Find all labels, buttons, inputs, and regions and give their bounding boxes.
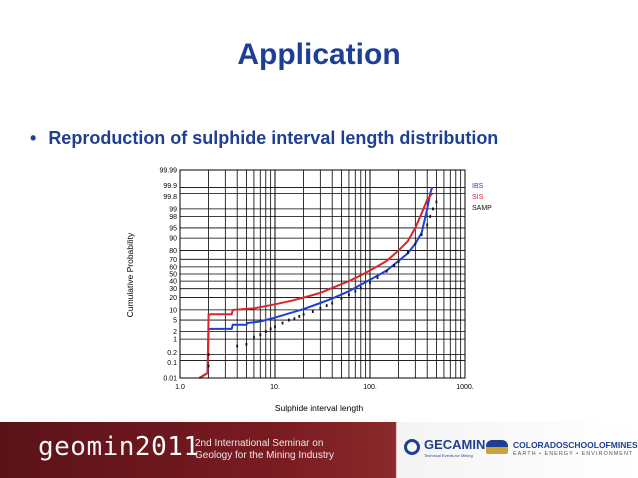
series-point-samp	[393, 264, 396, 267]
y-tick-label: 10	[169, 307, 177, 314]
gecamin-mark-icon	[404, 439, 420, 455]
x-tick-label: 1000.	[456, 384, 474, 391]
csm-logo: COLORADOSCHOOLOFMINES. EARTH • ENERGY • …	[486, 436, 638, 466]
y-tick-label: 50	[169, 272, 177, 279]
series-point-samp	[432, 207, 434, 211]
seminar-caption: 2nd International Seminar on Geology for…	[195, 438, 334, 462]
series-point-samp	[298, 315, 301, 318]
y-tick-label: 99.9	[163, 183, 177, 190]
y-tick-label: 0.01	[163, 376, 177, 383]
series-point-samp	[406, 250, 409, 254]
y-tick-label: 70	[169, 257, 177, 264]
geomin-logo: geomin2011	[38, 432, 200, 462]
x-tick-label: 10.	[270, 384, 280, 391]
series-point-samp	[319, 306, 322, 310]
gecamin-logo: GECAMIN Technical Events for Mining	[404, 433, 485, 467]
series-point-samp	[207, 353, 210, 356]
y-tick-label: 2	[173, 329, 177, 336]
plot-frame	[179, 169, 466, 379]
series-point-samp	[429, 215, 432, 218]
series-point-samp	[253, 335, 255, 339]
seminar-line-1: 2nd International Seminar on	[195, 438, 324, 449]
series-point-samp	[259, 333, 262, 337]
y-tick-label: 80	[169, 248, 177, 255]
series-line-sis	[198, 192, 433, 379]
csm-mark-icon	[486, 440, 508, 454]
chart-series	[198, 187, 438, 379]
bullet-text: Reproduction of sulphide interval length…	[48, 128, 499, 148]
series-point-samp	[420, 233, 423, 237]
bullet-item: • Reproduction of sulphide interval lengt…	[30, 128, 498, 149]
y-tick-label: 30	[169, 286, 177, 293]
series-point-samp	[354, 289, 357, 293]
series-point-samp	[287, 318, 290, 322]
series-line-ibs	[198, 187, 434, 379]
legend-box	[470, 178, 500, 216]
y-tick-label: 99	[169, 206, 177, 213]
series-point-samp	[281, 321, 284, 325]
series-point-samp	[435, 200, 438, 204]
series-point-samp	[359, 286, 362, 290]
gecamin-tagline: Technical Events for Mining	[424, 453, 473, 458]
y-tick-label: 90	[169, 236, 177, 243]
series-point-samp	[293, 317, 296, 321]
seminar-line-2: Geology for the Mining Industry	[195, 450, 334, 461]
footer-banner	[0, 422, 638, 478]
geomin-year-text: 2011	[134, 432, 200, 462]
series-point-samp	[385, 269, 388, 273]
probability-chart: 99.9999.999.8999895908070605040302010521…	[125, 167, 500, 413]
x-tick-label: 100.	[363, 384, 377, 391]
csm-name: COLORADOSCHOOLOFMINES.	[513, 440, 638, 450]
legend-label-sis: SIS	[472, 194, 484, 201]
series-point-samp	[369, 281, 371, 284]
y-tick-label: 1	[173, 337, 177, 344]
series-point-samp	[207, 364, 210, 368]
y-tick-label: 20	[169, 295, 177, 302]
series-point-samp	[340, 297, 343, 301]
legend: IBS SIS SAMP	[470, 178, 500, 216]
y-tick-label: 0.2	[167, 350, 177, 357]
geomin-brand-text: geomin	[38, 432, 135, 462]
series-point-samp	[236, 344, 239, 348]
series-point-samp	[331, 301, 334, 305]
y-axis-label: Cumulative Probability	[125, 232, 135, 317]
y-tick-label: 99.8	[163, 194, 177, 201]
gecamin-name: GECAMIN	[424, 437, 486, 452]
series-point-samp	[302, 312, 305, 316]
series-point-samp	[348, 293, 350, 297]
series-point-samp	[426, 223, 429, 227]
series-point-samp	[269, 327, 272, 331]
y-tick-label: 5	[173, 318, 177, 325]
chart-ticks: 99.9999.999.8999895908070605040302010521…	[159, 168, 473, 392]
series-point-samp	[245, 342, 248, 346]
y-tick-label: 40	[169, 279, 177, 286]
csm-tagline: EARTH • ENERGY • ENVIRONMENT	[513, 451, 634, 457]
chart-grid	[180, 170, 465, 378]
series-point-samp	[325, 304, 328, 307]
x-tick-label: 1.0	[175, 384, 185, 391]
series-point-samp	[376, 276, 379, 279]
y-tick-label: 95	[169, 225, 177, 232]
legend-label-samp: SAMP	[472, 205, 492, 212]
y-tick-label: 99.99	[159, 168, 177, 175]
y-tick-label: 98	[169, 214, 177, 221]
series-point-samp	[274, 325, 276, 329]
legend-label-ibs: IBS	[472, 183, 484, 190]
bullet-dot-icon: •	[30, 128, 37, 148]
slide-title: Application	[237, 38, 401, 71]
y-tick-label: 0.1	[167, 360, 177, 367]
y-tick-label: 60	[169, 264, 177, 271]
series-point-samp	[414, 242, 417, 246]
series-point-samp	[397, 260, 400, 264]
series-point-samp	[311, 310, 314, 313]
series-point-samp	[264, 330, 267, 333]
x-axis-label: Sulphide interval length	[275, 403, 364, 413]
